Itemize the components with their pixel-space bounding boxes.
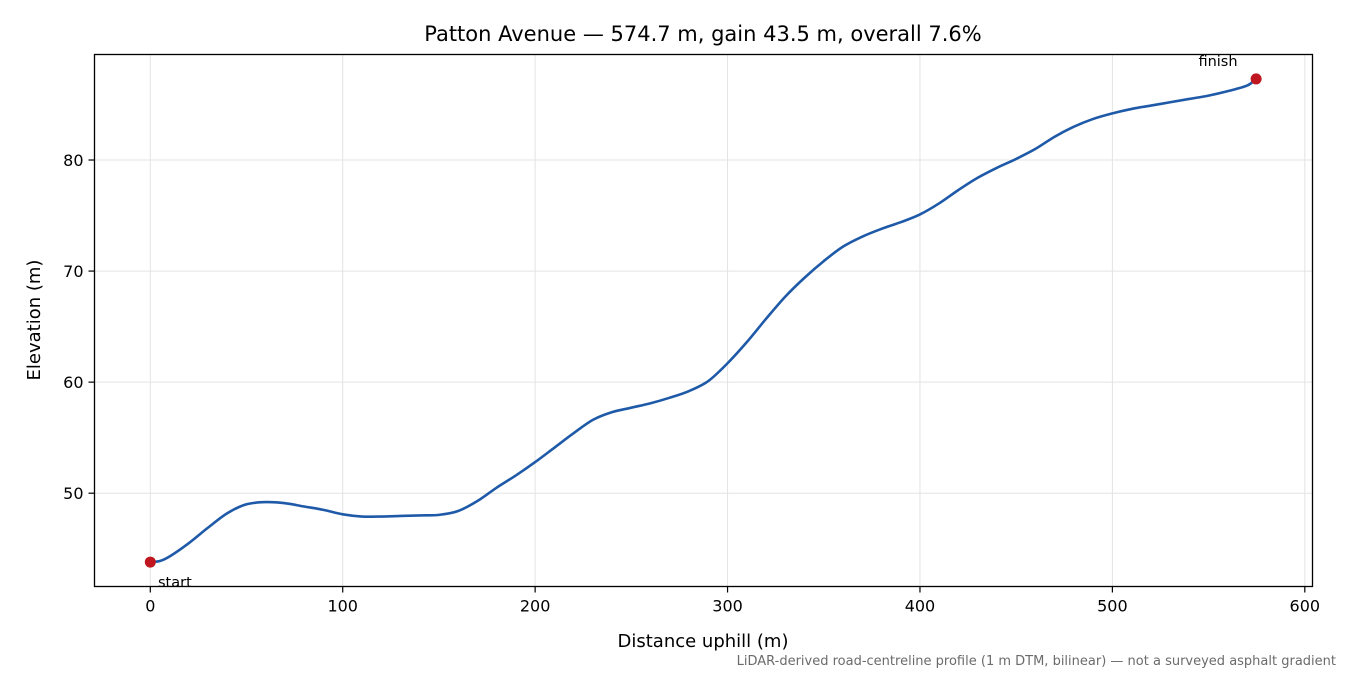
y-tick-label: 50 [63, 484, 83, 503]
y-tick-label: 70 [63, 262, 83, 281]
start-annotation: start [158, 575, 192, 591]
x-tick-label: 400 [905, 597, 936, 616]
series-layer [149, 77, 1258, 564]
x-tick-label: 100 [327, 597, 358, 616]
start-marker [144, 556, 156, 568]
tick-layer: 0 100 200 300 400 500 600 50 60 70 80 [63, 151, 1320, 615]
finish-marker [1250, 73, 1262, 85]
x-tick-label: 600 [1290, 597, 1321, 616]
x-axis-label: Distance uphill (m) [618, 631, 789, 652]
x-tick-label: 200 [520, 597, 551, 616]
y-axis-label: Elevation (m) [24, 260, 45, 381]
marker-layer [144, 73, 1262, 568]
chart-title: Patton Avenue — 574.7 m, gain 43.5 m, ov… [424, 22, 982, 46]
source-footnote: LiDAR-derived road-centreline profile (1… [737, 654, 1336, 669]
grid-layer [94, 54, 1313, 587]
y-tick-label: 80 [63, 151, 83, 170]
y-tick-label: 60 [63, 373, 83, 392]
plot-frame [93, 53, 1314, 588]
x-tick-label: 0 [145, 597, 155, 616]
elevation-profile-line [149, 77, 1258, 564]
x-tick-label: 300 [712, 597, 743, 616]
x-tick-label: 500 [1097, 597, 1128, 616]
finish-annotation: finish [1198, 54, 1237, 70]
